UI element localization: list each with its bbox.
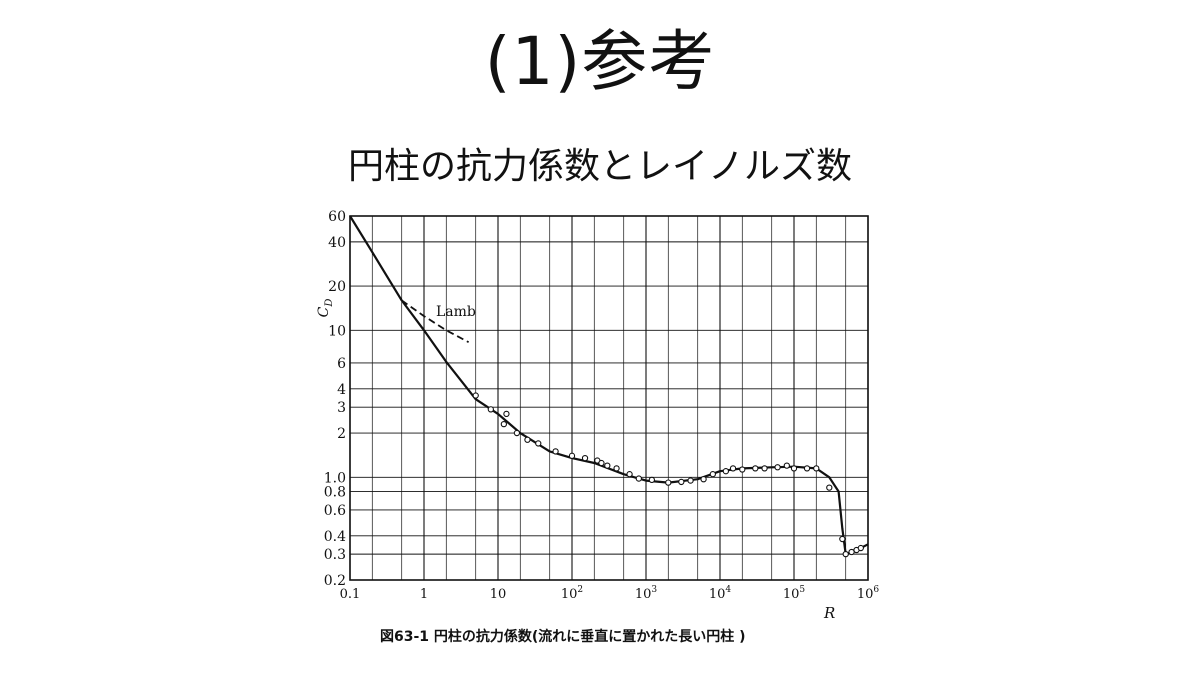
grid-lines bbox=[349, 215, 869, 581]
plot-frame bbox=[349, 215, 869, 581]
data-point bbox=[687, 477, 694, 484]
data-point bbox=[678, 478, 685, 486]
data-point bbox=[604, 462, 611, 469]
y-axis-label: CD bbox=[316, 299, 335, 318]
y-tick-label: 20 bbox=[328, 279, 346, 295]
data-point bbox=[761, 465, 768, 472]
data-point bbox=[613, 465, 620, 472]
y-tick-label: 0.8 bbox=[324, 485, 346, 501]
drag-curve bbox=[349, 215, 869, 556]
y-tick-label: 0.2 bbox=[324, 573, 346, 589]
data-point bbox=[700, 476, 707, 483]
x-tick-label: 1 bbox=[420, 587, 428, 602]
data-point bbox=[552, 448, 559, 455]
lamb-dashed-line bbox=[401, 299, 470, 343]
data-point bbox=[857, 544, 864, 552]
lamb-annotation: Lamb bbox=[436, 304, 476, 320]
data-point bbox=[581, 454, 589, 462]
y-axis-label-main: C bbox=[316, 306, 332, 317]
data-point bbox=[635, 475, 642, 482]
x-tick-label: 106 bbox=[857, 585, 880, 602]
data-point bbox=[500, 420, 508, 428]
data-point bbox=[739, 466, 746, 473]
data-point bbox=[752, 465, 759, 472]
data-point bbox=[729, 465, 737, 472]
y-tick-label: 0.3 bbox=[324, 547, 346, 563]
data-point bbox=[487, 406, 494, 413]
data-point bbox=[568, 452, 576, 459]
data-series bbox=[349, 215, 869, 558]
slide-subtitle: 円柱の抗力係数とレイノルズ数 bbox=[347, 146, 852, 187]
y-tick-label: 40 bbox=[328, 235, 346, 251]
data-point bbox=[839, 535, 846, 543]
y-tick-label: 60 bbox=[328, 209, 346, 225]
data-point bbox=[790, 465, 798, 472]
y-tick-label: 1.0 bbox=[324, 470, 346, 486]
data-point bbox=[524, 436, 531, 443]
x-tick-label: 10 bbox=[490, 587, 507, 602]
data-point bbox=[813, 465, 820, 472]
y-axis-label-subscript: D bbox=[324, 299, 335, 308]
data-point bbox=[535, 440, 542, 447]
data-point bbox=[722, 468, 730, 475]
data-point bbox=[626, 471, 633, 478]
data-point bbox=[472, 392, 479, 399]
y-tick-label: 10 bbox=[328, 323, 346, 339]
data-point bbox=[503, 410, 510, 418]
x-tick-label: 0.1 bbox=[340, 587, 361, 602]
y-tick-label: 6 bbox=[337, 356, 346, 372]
y-tick-label: 4 bbox=[337, 382, 346, 398]
x-tick-label: 103 bbox=[635, 585, 658, 602]
figure-caption: 図63-1 円柱の抗力係数(流れに垂直に置かれた長い円柱 ) bbox=[380, 628, 746, 645]
data-point bbox=[665, 479, 672, 486]
data-point bbox=[598, 459, 605, 467]
data-point bbox=[803, 465, 811, 472]
x-axis-label: R bbox=[823, 604, 835, 622]
y-tick-label: 0.6 bbox=[324, 503, 346, 519]
y-tick-label: 2 bbox=[337, 426, 346, 442]
data-point bbox=[648, 476, 656, 484]
data-point bbox=[842, 550, 849, 558]
data-point bbox=[783, 462, 790, 469]
data-point bbox=[513, 429, 521, 437]
data-point bbox=[709, 471, 716, 478]
x-tick-label: 104 bbox=[709, 585, 732, 602]
x-tick-labels: 0.1 1 10 102 103 104 105 106 bbox=[340, 585, 880, 602]
y-tick-label: 3 bbox=[337, 400, 346, 416]
data-point bbox=[774, 464, 781, 471]
y-tick-label: 0.4 bbox=[324, 529, 346, 545]
x-tick-label: 102 bbox=[561, 585, 583, 602]
y-tick-labels: 60 40 20 10 6 4 3 2 1.00.8 0.6 0.4 0.3 0.2 bbox=[324, 209, 346, 589]
x-tick-label: 105 bbox=[783, 585, 806, 602]
slide-title: (1)参考 bbox=[484, 23, 716, 100]
data-point bbox=[826, 484, 833, 491]
